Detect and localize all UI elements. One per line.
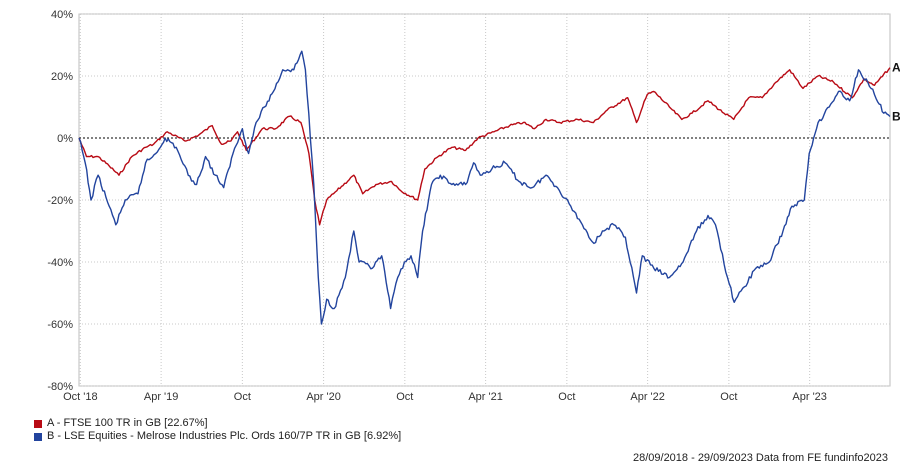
x-tick-label: Apr '21 — [468, 391, 503, 403]
series-a-end-label: A — [892, 61, 900, 75]
performance-chart: 40%20%0%-20%-40%-60%-80% Oct '18 Apr '19 O… — [47, 9, 900, 403]
legend-label-a: A - FTSE 100 TR in GB [22.67%] — [47, 417, 208, 429]
legend-label-b: B - LSE Equities - Melrose Industries Pl… — [47, 430, 402, 442]
y-tick-label: -60% — [47, 319, 73, 331]
y-tick-label: 0% — [57, 133, 73, 145]
y-tick-label: -20% — [47, 195, 73, 207]
x-tick-label: Oct '18 — [63, 391, 98, 403]
series-line-b — [78, 50, 891, 325]
x-tick-label: Oct — [396, 391, 413, 403]
legend-swatch-a — [34, 419, 42, 428]
chart-grid — [78, 13, 891, 387]
y-tick-label: -40% — [47, 257, 73, 269]
series-line-a — [78, 67, 891, 226]
x-tick-label: Apr '19 — [144, 391, 179, 403]
x-tick-label: Oct — [558, 391, 575, 403]
data-source-footer: 28/09/2018 - 29/09/2023 Data from FE fun… — [632, 452, 888, 464]
chart-series — [78, 50, 891, 325]
legend-item-a: A - FTSE 100 TR in GB [22.67%] — [34, 417, 401, 430]
x-axis: Oct '18 Apr '19 Oct Apr '20 Oct Apr '21 Oct Apr… — [63, 391, 827, 403]
y-tick-label: 20% — [51, 71, 73, 83]
x-tick-label: Apr '22 — [630, 391, 665, 403]
series-b-end-label: B — [892, 110, 900, 124]
y-tick-label: -80% — [47, 381, 73, 393]
chart-legend: A - FTSE 100 TR in GB [22.67%] B - LSE E… — [34, 417, 401, 443]
y-tick-label: 40% — [51, 9, 73, 21]
legend-item-b: B - LSE Equities - Melrose Industries Pl… — [34, 430, 401, 443]
x-tick-label: Oct — [234, 391, 251, 403]
x-tick-label: Apr '20 — [306, 391, 341, 403]
x-tick-label: Apr '23 — [792, 391, 827, 403]
legend-swatch-b — [34, 432, 42, 441]
x-tick-label: Oct — [720, 391, 737, 403]
y-axis: 40% 20% 0% -20% -40% -60% -80% — [47, 9, 73, 393]
